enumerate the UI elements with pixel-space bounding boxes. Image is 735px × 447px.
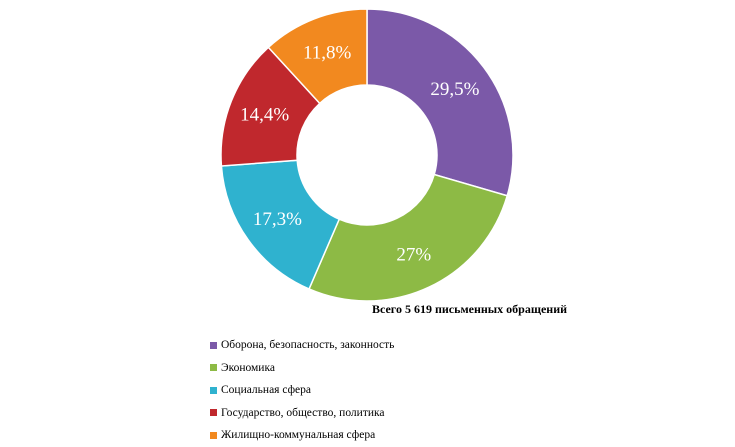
legend-label-2: Социальная сфера bbox=[221, 384, 311, 397]
slice-2 bbox=[220, 159, 341, 290]
slice-4 bbox=[267, 8, 368, 105]
slice-label-0: 29,5% bbox=[430, 79, 479, 100]
legend-swatch-3 bbox=[210, 409, 217, 417]
legend-label-3: Государство, общество, политика bbox=[221, 406, 385, 419]
slice-labels: 29,5% 27% 17,3% 14,4% 11,8% bbox=[240, 42, 479, 265]
legend-label-1: Экономика bbox=[221, 361, 275, 374]
legend-item-0: Оборона, безопасность, законность bbox=[210, 334, 394, 357]
slice-label-2: 17,3% bbox=[253, 209, 302, 230]
legend-item-3: Государство, общество, политика bbox=[210, 402, 394, 425]
legend-swatch-1 bbox=[210, 364, 217, 372]
slice-label-1: 27% bbox=[396, 245, 431, 266]
chart-title: Всего 5 619 письменных обращений bbox=[372, 302, 568, 316]
legend-label-0: Оборона, безопасность, законность bbox=[221, 339, 395, 352]
legend-item-2: Социальная сфера bbox=[210, 379, 394, 402]
legend-label-4: Жилищно-коммунальная сфера bbox=[221, 429, 376, 442]
slice-0 bbox=[366, 8, 514, 197]
slice-1 bbox=[308, 173, 509, 302]
legend-item-4: Жилищно-коммунальная сфера bbox=[210, 424, 394, 447]
legend-swatch-0 bbox=[210, 341, 217, 349]
legend-swatch-2 bbox=[210, 386, 217, 394]
legend-item-1: Экономика bbox=[210, 357, 394, 380]
slice-label-3: 14,4% bbox=[240, 105, 289, 126]
chart-legend: Оборона, безопасность, законность Экономи… bbox=[210, 334, 394, 447]
slice-label-4: 11,8% bbox=[303, 42, 352, 63]
donut-slices bbox=[220, 8, 514, 302]
legend-swatch-4 bbox=[210, 431, 217, 439]
